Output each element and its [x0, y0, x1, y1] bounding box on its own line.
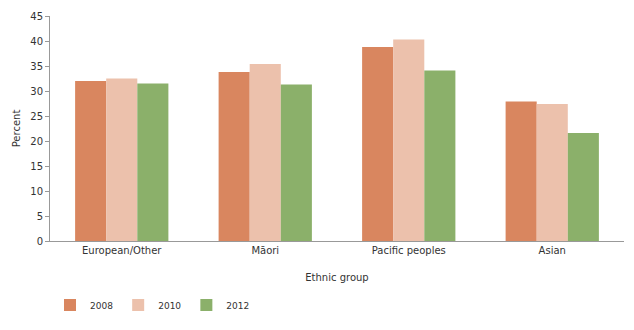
svg-text:Asian: Asian [539, 245, 566, 256]
svg-text:Pacific peoples: Pacific peoples [372, 245, 446, 256]
svg-text:2008: 2008 [90, 301, 113, 311]
svg-text:2010: 2010 [158, 301, 181, 311]
svg-text:0: 0 [37, 236, 43, 247]
svg-text:25: 25 [30, 111, 43, 122]
svg-text:15: 15 [30, 161, 43, 172]
svg-text:Māori: Māori [251, 245, 279, 256]
svg-text:40: 40 [30, 36, 43, 47]
svg-text:10: 10 [30, 186, 43, 197]
svg-text:Ethnic group: Ethnic group [305, 272, 368, 283]
svg-text:35: 35 [30, 61, 43, 72]
svg-text:Percent: Percent [11, 110, 22, 148]
svg-text:20: 20 [30, 136, 43, 147]
svg-text:45: 45 [30, 11, 43, 22]
svg-text:2012: 2012 [226, 301, 249, 311]
svg-text:European/Other: European/Other [82, 245, 162, 256]
svg-text:30: 30 [30, 86, 43, 97]
svg-text:5: 5 [37, 211, 43, 222]
